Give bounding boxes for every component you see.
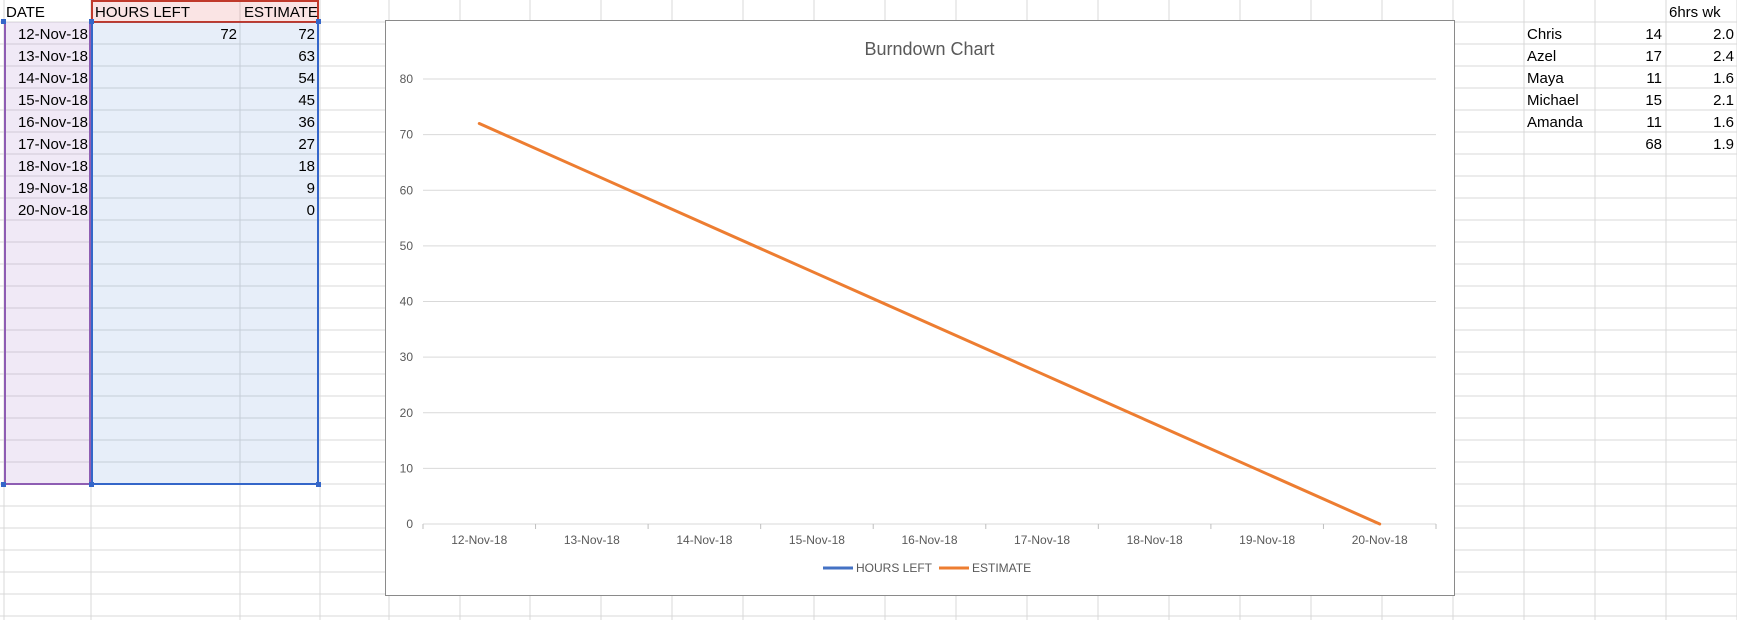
team-rate-cell[interactable]: 2.0	[1713, 26, 1734, 43]
estimate-cell[interactable]: 63	[298, 48, 315, 65]
estimate-cell[interactable]: 9	[306, 180, 315, 197]
team-name-cell[interactable]: Michael	[1527, 92, 1579, 109]
y-tick-label: 30	[400, 350, 414, 364]
total-hours-cell[interactable]: 68	[1645, 136, 1662, 153]
date-cell[interactable]: 16-Nov-18	[17, 114, 88, 131]
date-column-highlight	[4, 22, 91, 485]
range-handle-bottom-left[interactable]	[1, 482, 6, 487]
team-name-cell[interactable]: Maya	[1527, 70, 1564, 87]
x-tick-label: 15-Nov-18	[789, 533, 845, 547]
range-handle-top-mid[interactable]	[89, 19, 94, 24]
y-tick-label: 20	[400, 406, 414, 420]
estimate-cell[interactable]: 54	[298, 70, 315, 87]
team-rate-cell[interactable]: 2.1	[1713, 92, 1734, 109]
team-rate-cell[interactable]: 2.4	[1713, 48, 1734, 65]
date-cell[interactable]: 15-Nov-18	[17, 92, 88, 109]
header-range-highlight	[91, 0, 319, 23]
range-handle-top-left[interactable]	[1, 19, 6, 24]
estimate-cell[interactable]: 18	[298, 158, 315, 175]
legend-label: HOURS LEFT	[856, 561, 933, 575]
date-cell[interactable]: 12-Nov-18	[17, 26, 88, 43]
x-tick-label: 20-Nov-18	[1352, 533, 1408, 547]
y-tick-label: 0	[406, 517, 413, 531]
estimate-cell[interactable]: 27	[298, 136, 315, 153]
hours-left-cell[interactable]	[94, 112, 237, 133]
team-hours-cell[interactable]: 15	[1645, 92, 1662, 109]
x-tick-label: 14-Nov-18	[676, 533, 732, 547]
y-tick-label: 60	[400, 183, 414, 197]
date-header-cell[interactable]: DATE	[6, 4, 45, 21]
hours-left-cell[interactable]	[94, 46, 237, 67]
x-tick-label: 13-Nov-18	[564, 533, 620, 547]
team-hours-cell[interactable]: 17	[1645, 48, 1662, 65]
hours-left-cell[interactable]	[94, 156, 237, 177]
x-tick-label: 16-Nov-18	[901, 533, 957, 547]
x-tick-label: 19-Nov-18	[1239, 533, 1295, 547]
date-cell[interactable]: 18-Nov-18	[17, 158, 88, 175]
estimate-cell[interactable]: 72	[298, 26, 315, 43]
total-rate-cell[interactable]: 1.9	[1713, 136, 1734, 153]
team-name-cell[interactable]: Azel	[1527, 48, 1557, 65]
hours-left-cell[interactable]	[94, 200, 237, 221]
x-tick-label: 17-Nov-18	[1014, 533, 1070, 547]
legend-label: ESTIMATE	[972, 561, 1031, 575]
series-line-estimate	[477, 122, 1382, 526]
y-tick-label: 10	[400, 461, 414, 475]
date-cell[interactable]: 13-Nov-18	[17, 48, 88, 65]
y-tick-label: 70	[400, 128, 414, 142]
estimate-header-cell[interactable]: ESTIMATE	[244, 4, 318, 21]
chart-title: Burndown Chart	[864, 39, 994, 59]
x-tick-label: 18-Nov-18	[1127, 533, 1183, 547]
hours-left-cell[interactable]	[94, 90, 237, 111]
team-hours-cell[interactable]: 11	[1646, 70, 1662, 87]
team-rate-cell[interactable]: 1.6	[1713, 70, 1734, 87]
range-handle-top-right[interactable]	[316, 19, 321, 24]
side-header-cell[interactable]: 6hrs wk	[1669, 4, 1721, 21]
date-cell[interactable]: 14-Nov-18	[17, 70, 88, 87]
date-cell[interactable]: 19-Nov-18	[17, 180, 88, 197]
team-name-cell[interactable]: Chris	[1527, 26, 1563, 43]
hours-left-header-cell[interactable]: HOURS LEFT	[95, 4, 191, 21]
burndown-chart: Burndown Chart 0 10 20 30 40 50 60 70 80 12-Nov-18…	[400, 39, 1437, 575]
team-hours-cell[interactable]: 14	[1645, 26, 1662, 43]
team-hours-cell[interactable]: 11	[1646, 114, 1662, 131]
estimate-cell[interactable]: 0	[306, 202, 315, 219]
hours-left-cell[interactable]	[94, 134, 237, 155]
y-tick-label: 50	[400, 239, 414, 253]
y-tick-label: 40	[400, 295, 414, 309]
estimate-cell[interactable]: 45	[298, 92, 315, 109]
hours-left-cell[interactable]: 72	[220, 26, 237, 43]
x-tick-label: 12-Nov-18	[451, 533, 507, 547]
date-cell[interactable]: 20-Nov-18	[17, 202, 88, 219]
team-rate-cell[interactable]: 1.6	[1713, 114, 1734, 131]
hours-left-cell[interactable]	[94, 178, 237, 199]
range-handle-bottom-mid[interactable]	[89, 482, 94, 487]
estimate-cell[interactable]: 36	[298, 114, 315, 131]
range-handle-bottom-right[interactable]	[316, 482, 321, 487]
date-cell[interactable]: 17-Nov-18	[17, 136, 88, 153]
values-range-highlight	[91, 22, 319, 485]
burndown-chart-object[interactable]: Burndown Chart 0 10 20 30 40 50 60 70 80 12-Nov-18…	[385, 20, 1455, 596]
hours-left-cell[interactable]	[94, 68, 237, 89]
team-name-cell[interactable]: Amanda	[1527, 114, 1583, 131]
y-tick-label: 80	[400, 72, 414, 86]
